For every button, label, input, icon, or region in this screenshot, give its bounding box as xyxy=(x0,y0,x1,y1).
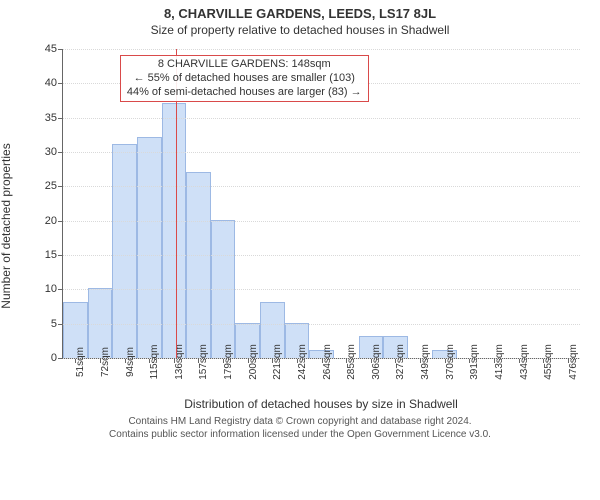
x-tick-label: 455sqm xyxy=(543,344,554,380)
annotation-line: ← 55% of detached houses are smaller (10… xyxy=(127,72,362,86)
y-tick-label: 15 xyxy=(21,249,63,261)
x-tick-label: 72sqm xyxy=(100,347,111,377)
annotation-line: 8 CHARVILLE GARDENS: 148sqm xyxy=(127,58,362,72)
x-tick-label: 370sqm xyxy=(445,344,456,380)
y-tick-label: 25 xyxy=(21,180,63,192)
x-tick-label: 306sqm xyxy=(371,344,382,380)
y-tick-label: 45 xyxy=(21,43,63,55)
plot-area: 51sqm72sqm94sqm115sqm136sqm157sqm179sqm2… xyxy=(62,49,580,359)
y-gridline xyxy=(63,49,580,50)
histogram-bar xyxy=(137,137,162,358)
bar-slot: 434sqm xyxy=(506,49,531,358)
footer-attribution: Contains HM Land Registry data © Crown c… xyxy=(0,411,600,441)
footer-line-1: Contains HM Land Registry data © Crown c… xyxy=(8,415,592,428)
y-tick-label: 35 xyxy=(21,112,63,124)
bar-slot: 391sqm xyxy=(457,49,482,358)
x-tick-label: 200sqm xyxy=(248,344,259,380)
x-tick-label: 434sqm xyxy=(519,344,530,380)
y-gridline xyxy=(63,358,580,359)
y-axis-label: Number of detached properties xyxy=(0,143,13,308)
chart-subtitle: Size of property relative to detached ho… xyxy=(0,21,600,41)
x-tick-label: 51sqm xyxy=(75,347,86,377)
x-axis-label: Distribution of detached houses by size … xyxy=(62,397,580,411)
y-gridline xyxy=(63,324,580,325)
footer-line-2: Contains public sector information licen… xyxy=(8,428,592,441)
y-tick-label: 5 xyxy=(21,318,63,330)
x-tick-label: 157sqm xyxy=(198,344,209,380)
y-gridline xyxy=(63,221,580,222)
x-tick-label: 242sqm xyxy=(297,344,308,380)
bar-slot: 413sqm xyxy=(482,49,507,358)
x-tick-label: 391sqm xyxy=(469,344,480,380)
y-gridline xyxy=(63,118,580,119)
x-tick-label: 94sqm xyxy=(125,347,136,377)
y-tick-label: 10 xyxy=(21,283,63,295)
y-tick-label: 0 xyxy=(21,352,63,364)
x-tick-label: 221sqm xyxy=(272,344,283,380)
y-tick-label: 20 xyxy=(21,215,63,227)
y-gridline xyxy=(63,289,580,290)
page-title: 8, CHARVILLE GARDENS, LEEDS, LS17 8JL xyxy=(0,0,600,21)
bar-slot: 327sqm xyxy=(383,49,408,358)
bar-slot: 51sqm xyxy=(63,49,88,358)
histogram-bar xyxy=(186,172,211,358)
bar-slot: 476sqm xyxy=(556,49,581,358)
x-tick-label: 476sqm xyxy=(568,344,579,380)
x-tick-label: 115sqm xyxy=(149,345,160,380)
x-tick-label: 264sqm xyxy=(322,344,333,380)
x-tick-label: 179sqm xyxy=(223,344,234,380)
y-gridline xyxy=(63,152,580,153)
x-tick-label: 327sqm xyxy=(395,344,406,380)
x-tick-label: 285sqm xyxy=(346,344,357,380)
bar-slot: 349sqm xyxy=(408,49,433,358)
annotation-box: 8 CHARVILLE GARDENS: 148sqm← 55% of deta… xyxy=(120,55,369,102)
chart-container: 8, CHARVILLE GARDENS, LEEDS, LS17 8JL Si… xyxy=(0,0,600,500)
bar-slot: 370sqm xyxy=(432,49,457,358)
x-tick-label: 349sqm xyxy=(420,344,431,380)
y-tick-label: 40 xyxy=(21,77,63,89)
y-tick-label: 30 xyxy=(21,146,63,158)
histogram-bar xyxy=(162,103,187,358)
y-gridline xyxy=(63,186,580,187)
histogram-bar xyxy=(112,144,137,358)
bar-slot: 455sqm xyxy=(531,49,556,358)
x-tick-label: 413sqm xyxy=(494,344,505,380)
y-gridline xyxy=(63,255,580,256)
chart-outer: Number of detached properties 51sqm72sqm… xyxy=(8,41,592,411)
bar-slot: 72sqm xyxy=(88,49,113,358)
annotation-line: 44% of semi-detached houses are larger (… xyxy=(127,86,362,100)
